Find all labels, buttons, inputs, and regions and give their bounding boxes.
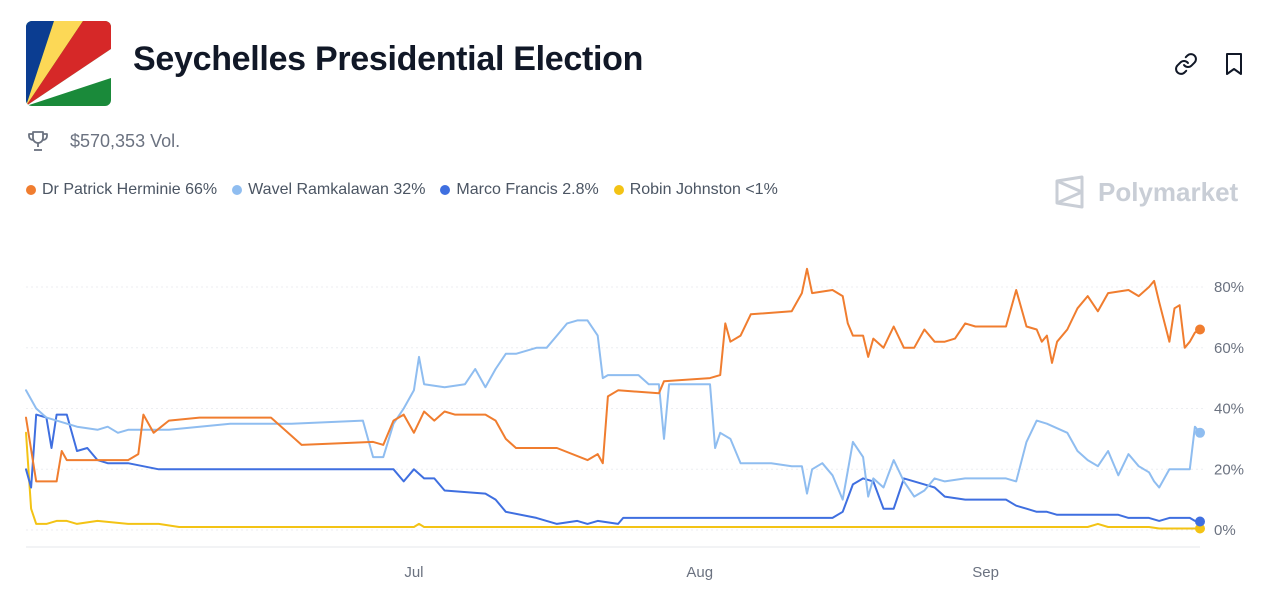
y-tick-label: 60%	[1214, 340, 1244, 357]
brand-name: Polymarket	[1098, 176, 1239, 207]
polymarket-logo: Polymarket	[1054, 175, 1238, 209]
legend-label: Wavel Ramkalawan 32%	[248, 181, 426, 198]
legend-item-francis: Marco Francis 2.8%	[440, 181, 599, 199]
series-endpoint-marco-francis	[1195, 516, 1205, 527]
volume-row: $570,353 Vol.	[26, 129, 180, 153]
legend-dot	[232, 185, 243, 195]
series-line-wavel-ramkalawan	[25, 319, 1201, 501]
legend-dot	[613, 185, 624, 195]
x-tick-label: Sep	[972, 564, 999, 581]
legend-item-herminie: Dr Patrick Herminie 66%	[26, 181, 217, 199]
y-tick-label: 40%	[1214, 401, 1244, 418]
series-line-marco-francis	[25, 413, 1201, 525]
series-endpoint-robin-johnston	[1195, 523, 1205, 534]
legend-label: Marco Francis 2.8%	[456, 181, 599, 198]
legend-dot	[26, 185, 36, 195]
link-icon[interactable]	[1172, 50, 1200, 78]
page-title: Seychelles Presidential Election	[133, 40, 644, 78]
y-tick-label: 0%	[1214, 522, 1236, 539]
legend-item-johnston: Robin Johnston <1%	[613, 181, 778, 199]
y-tick-label: 80%	[1214, 279, 1244, 296]
trophy-icon	[26, 129, 50, 153]
series-line-dr-patrick-herminie	[25, 267, 1201, 483]
legend-item-ramkalawan: Wavel Ramkalawan 32%	[232, 181, 425, 199]
chart-legend: Dr Patrick Herminie 66% Wavel Ramkalawan…	[26, 181, 793, 199]
x-tick-label: Aug	[686, 564, 713, 581]
x-axis-labels: Jul Aug Sep	[404, 564, 999, 581]
y-axis-labels: 0% 20% 40% 60% 80%	[1214, 279, 1244, 539]
legend-dot	[440, 185, 451, 195]
series-line-robin-johnston	[25, 431, 1201, 530]
volume-text: $570,353 Vol.	[70, 130, 181, 151]
series-endpoint-wavel-ramkalawan	[1195, 427, 1205, 438]
chart-series	[25, 267, 1205, 534]
series-endpoint-dr-patrick-herminie	[1195, 324, 1205, 335]
x-tick-label: Jul	[404, 564, 423, 581]
legend-label: Dr Patrick Herminie 66%	[42, 181, 218, 198]
bookmark-icon[interactable]	[1220, 50, 1248, 78]
seychelles-flag	[26, 21, 111, 106]
legend-label: Robin Johnston <1%	[629, 181, 778, 198]
y-tick-label: 20%	[1214, 461, 1244, 478]
